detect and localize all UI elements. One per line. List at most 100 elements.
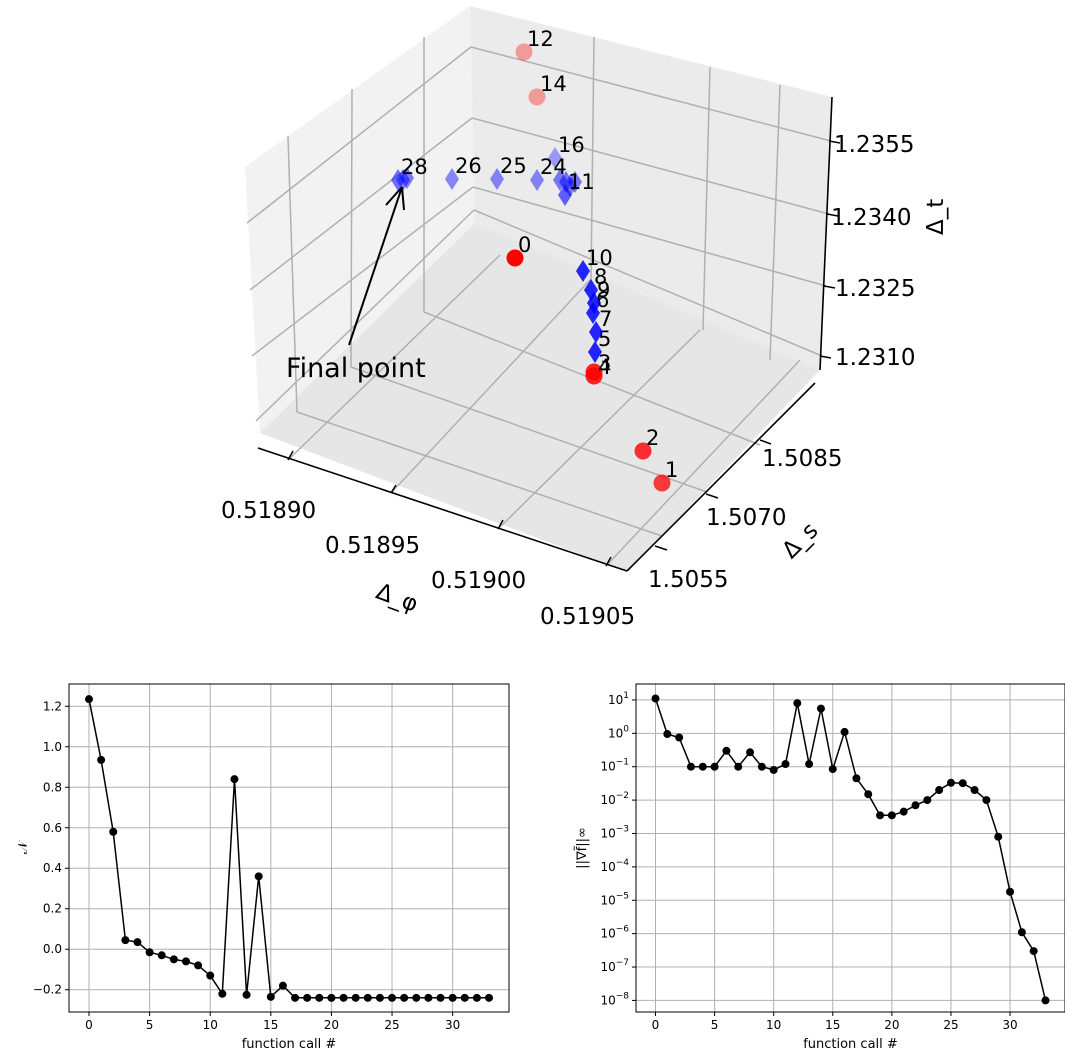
y-axis-label: ||∇f̃||∞ (575, 827, 590, 869)
y-tick-label: −0.2 (33, 983, 62, 997)
marker-3d-label: 26 (455, 154, 482, 178)
series-point (254, 872, 263, 881)
series-point (485, 993, 493, 1002)
marker-3d-label: 11 (568, 170, 595, 194)
x-tick-label: 15 (263, 1018, 278, 1032)
pane-back-left (245, 6, 475, 433)
series-point (448, 993, 457, 1002)
x-tick-label: 0 (85, 1018, 93, 1032)
series-point (194, 961, 203, 970)
series-point (339, 993, 348, 1002)
ztick-label: 1.2340 (831, 205, 911, 231)
series-point (675, 733, 684, 742)
marker-3d-point (587, 292, 601, 314)
series-point (698, 762, 707, 771)
y-tick-label: 0.2 (43, 902, 62, 916)
y-tick-label: 10−4 (600, 858, 629, 874)
series-point (982, 796, 991, 805)
series-point (970, 786, 979, 795)
series-point (1029, 947, 1038, 956)
series-point (1017, 928, 1026, 937)
xtick-label: 0.51895 (325, 533, 420, 559)
series-point (1006, 887, 1015, 896)
series-point (278, 981, 287, 990)
series-point (145, 948, 154, 957)
x-tick-label: 25 (384, 1018, 399, 1032)
y-tick-label: 10−2 (600, 791, 629, 807)
x-tick-label: 5 (711, 1018, 719, 1032)
x-tick-label: 30 (1002, 1018, 1017, 1032)
series-point (157, 951, 166, 960)
marker-3d-point (558, 184, 572, 206)
marker-3d-label: 25 (500, 154, 527, 178)
series-point (206, 971, 215, 980)
series-point (899, 807, 908, 816)
marker-3d-label: 8 (594, 265, 607, 289)
series-point (876, 811, 885, 820)
series-point (757, 762, 766, 771)
marker-3d-label: 12 (527, 27, 554, 51)
series-point (303, 993, 312, 1002)
series-point (793, 699, 802, 708)
series-point (769, 765, 778, 774)
series-point (375, 993, 384, 1002)
x-axis-label: function call # (803, 1037, 898, 1052)
x-axis-label: function call # (242, 1037, 337, 1052)
y-tick-label: 0.8 (43, 780, 62, 794)
y-tick-label: 10−7 (600, 958, 629, 974)
y-tick-label: 1.2 (43, 699, 62, 713)
ticks3d (287, 140, 841, 567)
x-tick-label: 25 (943, 1018, 958, 1032)
y-tick-label: 10−5 (600, 891, 629, 907)
y-tick-label: 100 (608, 724, 629, 740)
plot-gradient: 0 5 10 15 20 25 30 10−8 10−7 10−6 10−5 10−4 10−3 10−2… (575, 683, 1065, 1052)
series-point (315, 993, 324, 1002)
y-tick-label: 1.0 (43, 740, 62, 754)
series-point (911, 801, 920, 810)
marker-3d-label: 0 (518, 233, 531, 257)
marker-3d-label: 1 (665, 458, 678, 482)
marker-3d-point (653, 474, 671, 492)
x-tick-label: 0 (652, 1018, 660, 1032)
annotation-arrow (348, 186, 405, 346)
series-point (781, 760, 790, 769)
series-point (686, 762, 695, 771)
series-point (133, 938, 142, 947)
x-tick-label: 10 (203, 1018, 218, 1032)
series-point (109, 827, 118, 836)
series-point (218, 989, 227, 998)
marker-3d-label: 3 (598, 351, 611, 375)
y-tick-label: 0.6 (43, 821, 62, 835)
ytick-label: 1.5055 (648, 567, 728, 593)
series-point (946, 778, 955, 787)
series-point (400, 993, 409, 1002)
plot3d: 0.51890 0.51895 0.51900 0.51905 1.5055 1… (221, 6, 949, 630)
series-point (121, 936, 130, 945)
y-tick-label: 10−8 (600, 991, 629, 1007)
plot-area (69, 684, 509, 1012)
axes3d (257, 96, 833, 572)
marker-3d-cluster (400, 167, 414, 189)
ztick-label: 1.2310 (835, 345, 915, 371)
marker-3d-point (530, 169, 544, 191)
series-point (169, 955, 178, 964)
marker-3d-label: 7 (599, 307, 612, 331)
series-point (291, 993, 300, 1002)
marker-3d-label: 14 (540, 72, 567, 96)
pane-back-right (470, 6, 832, 370)
marker-3d-point (588, 341, 602, 363)
y-tick-label: 10−1 (600, 758, 629, 774)
series-point (852, 774, 861, 783)
marker-3d-point (634, 442, 652, 460)
y-axis-label: 𝒩 (16, 839, 31, 854)
marker-3d-cluster (568, 171, 582, 193)
marker-3d-point (515, 43, 533, 61)
series-point (805, 760, 814, 769)
pane-floor (260, 223, 820, 572)
series-point (351, 993, 360, 1002)
y-tick-label: 101 (608, 691, 629, 707)
xtick-label: 0.51900 (431, 568, 526, 594)
series-point (181, 957, 190, 966)
marker-3d-point (528, 88, 546, 106)
plot-n: 0 5 10 15 20 25 30 −0.2 0.0 0.2 0.4 0.6 0.8 1.0 1.2 fun… (16, 683, 510, 1052)
